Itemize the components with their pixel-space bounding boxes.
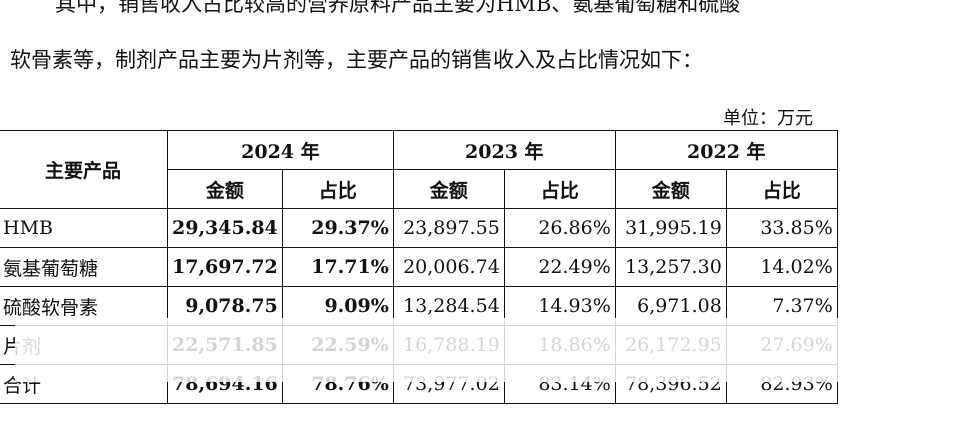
- table-cell: 23,897.55: [392, 208, 505, 248]
- table-cell: 26.86%: [503, 208, 616, 248]
- table-cell: 金额: [614, 169, 727, 209]
- table-cell: 占比: [725, 169, 838, 209]
- table-cell: 17.71%: [281, 247, 394, 287]
- table-cell: HMB: [0, 208, 168, 248]
- table-cell: 金额: [392, 169, 505, 209]
- table-cell: 31,995.19: [614, 208, 727, 248]
- table-cell: 占比: [503, 169, 616, 209]
- header-cell: 2023 年: [392, 130, 616, 170]
- table-cell: 20,006.74: [392, 247, 505, 287]
- table-cell: 14.02%: [725, 247, 838, 287]
- header-cell: 2024 年: [167, 130, 394, 170]
- table-cell: 29,345.84: [167, 208, 283, 248]
- overlay: [15, 318, 855, 382]
- paragraph-line: 软骨素等，制剂产品主要为片剂等，主要产品的销售收入及占比情况如下：: [10, 48, 703, 72]
- table-cell: 金额: [167, 169, 283, 209]
- table: 主要产品 2024 年 2023 年 2022 年 金额 占比 金额 占比 金额 占比 H…: [0, 130, 838, 404]
- table-cell: 22.49%: [503, 247, 616, 287]
- header-cell: 2022 年: [614, 130, 838, 170]
- unit-label: 单位：万元: [723, 108, 813, 129]
- table-row: HMB 29,345.84 29.37% 23,897.55 26.86% 31,995.…: [0, 208, 838, 248]
- paragraph-line: 其中，销售收入占比较高的营养原料产品主要为HMB、氨基葡萄糖和硫酸: [55, 0, 741, 16]
- table-cell: 29.37%: [281, 208, 394, 248]
- table-cell: 氨基葡萄糖: [0, 247, 168, 287]
- table-cell: 17,697.72: [167, 247, 283, 287]
- table-cell: 6,971.08: [614, 286, 727, 326]
- table-row: 氨基葡萄糖 17,697.72 17.71% 20,006.74 22.49% 13,25…: [0, 247, 838, 287]
- header-cell: 主要产品: [0, 130, 168, 209]
- table-cell: 33.85%: [725, 208, 838, 248]
- table-cell: 占比: [281, 169, 394, 209]
- table-cell: 13,257.30: [614, 247, 727, 287]
- table-row: 合计 78,694.16 78.76% 73,977.02 83.14% 78,396.5…: [0, 364, 838, 404]
